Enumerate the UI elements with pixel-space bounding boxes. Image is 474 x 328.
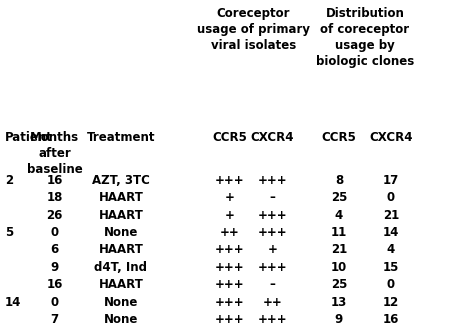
- Text: 9: 9: [335, 313, 343, 326]
- Text: 18: 18: [46, 191, 63, 204]
- Text: 16: 16: [383, 313, 399, 326]
- Text: CCR5: CCR5: [212, 131, 247, 144]
- Text: 9: 9: [50, 261, 59, 274]
- Text: CXCR4: CXCR4: [369, 131, 413, 144]
- Text: 21: 21: [383, 209, 399, 222]
- Text: +++: +++: [258, 209, 287, 222]
- Text: ++: ++: [220, 226, 240, 239]
- Text: +++: +++: [215, 278, 245, 291]
- Text: ++: ++: [263, 296, 283, 309]
- Text: 11: 11: [331, 226, 347, 239]
- Text: 15: 15: [383, 261, 399, 274]
- Text: 13: 13: [331, 296, 347, 309]
- Text: +++: +++: [258, 313, 287, 326]
- Text: 0: 0: [387, 191, 395, 204]
- Text: Distribution
of coreceptor
usage by
biologic clones: Distribution of coreceptor usage by biol…: [316, 7, 414, 68]
- Text: +: +: [268, 243, 277, 256]
- Text: +++: +++: [258, 174, 287, 187]
- Text: 10: 10: [331, 261, 347, 274]
- Text: +++: +++: [215, 261, 245, 274]
- Text: 12: 12: [383, 296, 399, 309]
- Text: –: –: [270, 278, 275, 291]
- Text: +: +: [225, 191, 235, 204]
- Text: 25: 25: [331, 278, 347, 291]
- Text: None: None: [104, 296, 138, 309]
- Text: 25: 25: [331, 191, 347, 204]
- Text: 4: 4: [387, 243, 395, 256]
- Text: HAART: HAART: [99, 243, 143, 256]
- Text: 26: 26: [46, 209, 63, 222]
- Text: +++: +++: [215, 243, 245, 256]
- Text: AZT, 3TC: AZT, 3TC: [92, 174, 150, 187]
- Text: 0: 0: [50, 296, 59, 309]
- Text: 14: 14: [5, 296, 21, 309]
- Text: +++: +++: [215, 174, 245, 187]
- Text: 4: 4: [335, 209, 343, 222]
- Text: d4T, Ind: d4T, Ind: [94, 261, 147, 274]
- Text: +++: +++: [258, 226, 287, 239]
- Text: 7: 7: [50, 313, 59, 326]
- Text: +++: +++: [215, 296, 245, 309]
- Text: HAART: HAART: [99, 278, 143, 291]
- Text: 5: 5: [5, 226, 13, 239]
- Text: 0: 0: [50, 226, 59, 239]
- Text: Coreceptor
usage of primary
viral isolates: Coreceptor usage of primary viral isolat…: [197, 7, 310, 51]
- Text: CXCR4: CXCR4: [251, 131, 294, 144]
- Text: HAART: HAART: [99, 191, 143, 204]
- Text: 17: 17: [383, 174, 399, 187]
- Text: CCR5: CCR5: [321, 131, 356, 144]
- Text: 14: 14: [383, 226, 399, 239]
- Text: None: None: [104, 313, 138, 326]
- Text: HAART: HAART: [99, 209, 143, 222]
- Text: 0: 0: [387, 278, 395, 291]
- Text: +++: +++: [215, 313, 245, 326]
- Text: Treatment: Treatment: [87, 131, 155, 144]
- Text: 2: 2: [5, 174, 13, 187]
- Text: +: +: [225, 209, 235, 222]
- Text: None: None: [104, 226, 138, 239]
- Text: 6: 6: [50, 243, 59, 256]
- Text: 21: 21: [331, 243, 347, 256]
- Text: Months
after
baseline: Months after baseline: [27, 131, 82, 176]
- Text: Patient: Patient: [5, 131, 53, 144]
- Text: 16: 16: [46, 174, 63, 187]
- Text: –: –: [270, 191, 275, 204]
- Text: 8: 8: [335, 174, 343, 187]
- Text: +++: +++: [258, 261, 287, 274]
- Text: 16: 16: [46, 278, 63, 291]
